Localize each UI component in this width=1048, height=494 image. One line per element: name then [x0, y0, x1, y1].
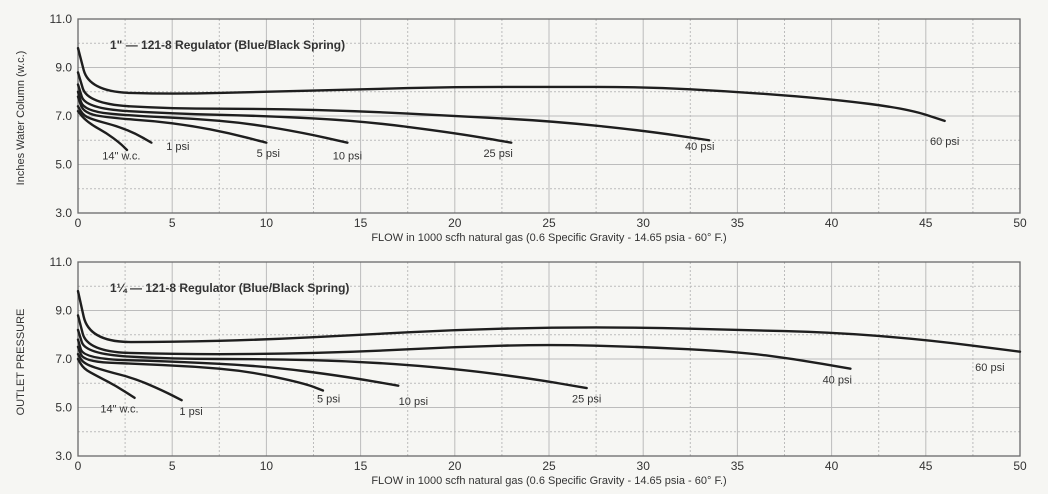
curve-14-w-c	[76, 109, 129, 152]
curve-40-psi	[76, 71, 711, 142]
curve-25-psi	[76, 328, 588, 390]
chart-panel-1-quarter-inch: 0 5 10 15 20 25 30 35 40 45 50 11.0 9.0 7.0 5.0 3.0 14" …	[50, 255, 1027, 487]
y-tick-label: 3.0	[55, 449, 72, 463]
curve-label-25-psi: 25 psi	[572, 394, 601, 406]
curve-40-psi	[76, 314, 852, 370]
y-tick-label: 11.0	[50, 12, 73, 26]
chart-title: 1" — 121-8 Regulator (Blue/Black Spring)	[110, 38, 345, 52]
curve-60-psi	[76, 46, 946, 123]
curve-1-psi	[76, 352, 183, 402]
chart-title: 1¼ — 121-8 Regulator (Blue/Black Spring)	[110, 281, 349, 295]
curve-label-1-psi: 1 psi	[179, 406, 202, 418]
y-tick-label: 11.0	[50, 255, 73, 269]
x-tick-label: 10	[260, 459, 274, 473]
y-axis-label-top: Inches Water Column (w.c.)	[15, 51, 27, 186]
curve-label-5-psi: 5 psi	[317, 394, 340, 406]
x-tick-label: 5	[169, 459, 176, 473]
x-tick-label: 40	[825, 216, 839, 230]
x-tick-label: 40	[825, 459, 839, 473]
y-tick-label: 9.0	[55, 61, 72, 75]
curve-5-psi	[76, 95, 268, 144]
x-tick-label: 10	[260, 216, 274, 230]
x-tick-label: 25	[542, 216, 556, 230]
curve-label-40-psi: 40 psi	[823, 374, 852, 386]
curve-1-psi	[76, 105, 153, 144]
curve-label-25-psi: 25 psi	[483, 148, 512, 160]
y-tick-label: 5.0	[55, 401, 72, 415]
curve-25-psi	[76, 83, 513, 144]
y-tick-label: 5.0	[55, 158, 72, 172]
y-tick-label: 3.0	[55, 206, 72, 220]
curve-60-psi	[76, 289, 1022, 353]
x-tick-label: 15	[354, 459, 368, 473]
y-tick-label: 7.0	[55, 352, 72, 366]
x-tick-label: 35	[731, 459, 745, 473]
x-tick-label: 30	[637, 459, 651, 473]
y-axis-label-bottom: OUTLET PRESSURE	[15, 309, 27, 416]
x-tick-label: 20	[448, 216, 462, 230]
x-tick-label: 0	[75, 216, 82, 230]
x-tick-label: 35	[731, 216, 745, 230]
x-tick-label: 30	[637, 216, 651, 230]
curve-10-psi	[76, 90, 349, 144]
x-tick-label: 45	[919, 459, 933, 473]
curve-label-5-psi: 5 psi	[257, 148, 280, 160]
curve-label-60-psi: 60 psi	[975, 362, 1004, 374]
curve-5-psi	[76, 345, 325, 392]
x-axis-label: FLOW in 1000 scfh natural gas (0.6 Speci…	[371, 475, 726, 487]
y-tick-label: 7.0	[55, 109, 72, 123]
x-tick-label: 50	[1013, 216, 1027, 230]
curve-label-10-psi: 10 psi	[333, 151, 362, 163]
plot-frame	[77, 18, 1021, 214]
curve-label-14-w-c: 14" w.c.	[102, 151, 140, 163]
curve-label-40-psi: 40 psi	[685, 141, 714, 153]
y-tick-label: 9.0	[55, 304, 72, 318]
curve-label-10-psi: 10 psi	[399, 396, 428, 408]
x-tick-label: 50	[1013, 459, 1027, 473]
x-axis-label: FLOW in 1000 scfh natural gas (0.6 Speci…	[371, 232, 726, 244]
x-tick-label: 5	[169, 216, 176, 230]
x-tick-label: 0	[75, 459, 82, 473]
curve-label-1-psi: 1 psi	[166, 141, 189, 153]
curve-label-60-psi: 60 psi	[930, 136, 959, 148]
x-tick-label: 15	[354, 216, 368, 230]
chart-panel-1-inch: 0 5 10 15 20 25 30 35 40 45 50 11.0 9.0 7.0 5.0 3.0 14" …	[50, 12, 1027, 244]
x-tick-label: 25	[542, 459, 556, 473]
curve-label-14-w-c: 14" w.c.	[100, 403, 138, 415]
x-tick-label: 45	[919, 216, 933, 230]
curve-14-w-c	[76, 357, 136, 399]
x-tick-label: 20	[448, 459, 462, 473]
curve-10-psi	[76, 338, 400, 387]
